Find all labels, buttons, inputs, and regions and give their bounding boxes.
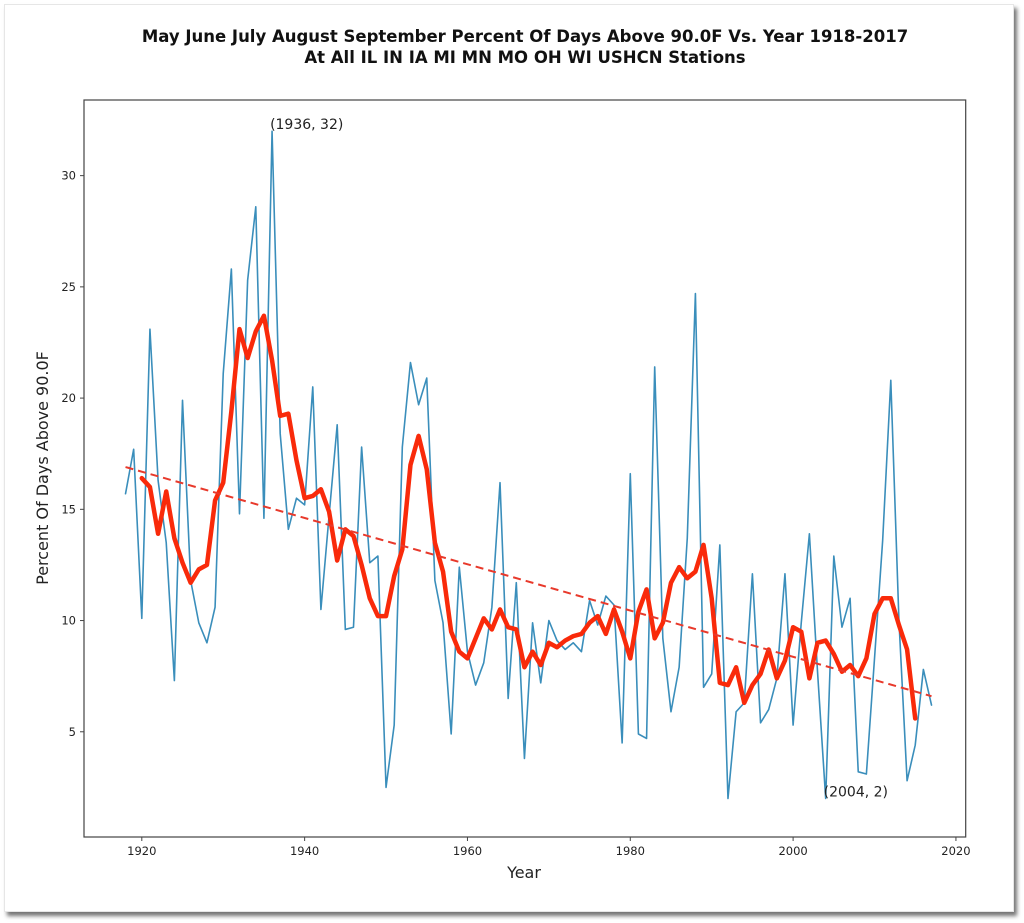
x-tick-label: 2000 xyxy=(778,844,807,858)
y-tick-label: 10 xyxy=(61,614,76,628)
x-tick-label: 2020 xyxy=(941,844,970,858)
y-axis-ticks: 5 10 15 20 25 30 xyxy=(61,169,84,739)
chart-title-line-2: At All IL IN IA MI MN MO OH WI USHCN Sta… xyxy=(304,48,746,67)
x-axis-label: Year xyxy=(506,863,541,882)
y-axis-label: Percent Of Days Above 90.0F xyxy=(33,351,52,585)
chart-title: May June July August September Percent O… xyxy=(0,26,1024,68)
chart-title-line-1: May June July August September Percent O… xyxy=(141,27,909,46)
y-tick-label: 25 xyxy=(61,280,76,294)
moving-average-line xyxy=(139,313,918,721)
point-annotation: (2004, 2) xyxy=(824,785,888,801)
plot-frame xyxy=(83,99,967,838)
x-tick-label: 1980 xyxy=(616,844,645,858)
series-layer xyxy=(124,130,933,800)
x-tick-label: 1920 xyxy=(127,844,156,858)
y-tick-label: 20 xyxy=(61,391,76,405)
x-tick-label: 1960 xyxy=(453,844,482,858)
x-axis-ticks: 1920 1940 1960 1980 2000 2020 xyxy=(127,837,971,858)
y-tick-label: 5 xyxy=(69,725,76,739)
point-annotation: (1936, 32) xyxy=(270,117,343,133)
y-tick-label: 30 xyxy=(61,169,76,183)
annual-series-line xyxy=(124,130,933,800)
y-tick-label: 15 xyxy=(61,502,76,516)
trend-line xyxy=(125,466,932,698)
annotation-layer: (1936, 32) (2004, 2) xyxy=(270,117,888,800)
x-tick-label: 1940 xyxy=(290,844,319,858)
